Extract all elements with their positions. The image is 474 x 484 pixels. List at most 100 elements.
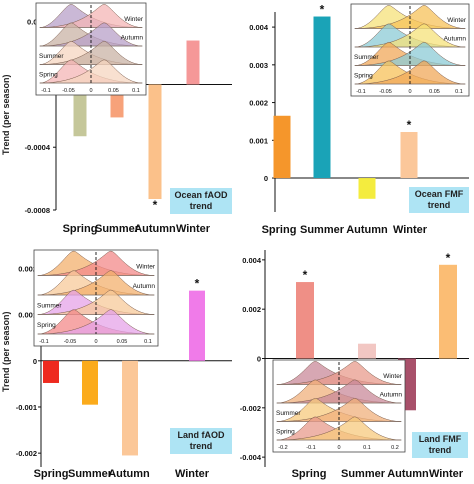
inset-tick-label: -0.2 xyxy=(278,445,287,451)
annotation-line-2: trend xyxy=(189,201,213,211)
y-tick-label: 0 xyxy=(257,355,261,364)
panel-ocean-fmf: 0.004 0.003 0.002 0.001 0 * * Spring Summer Autum… xyxy=(237,0,474,242)
annotation-line-1: Land FMF xyxy=(418,434,462,444)
y-tick-label: 0 xyxy=(33,357,37,366)
annotation-line-1: Land fAOD xyxy=(177,430,225,440)
inset-season-label: Autumn xyxy=(380,392,403,399)
y-tick-label: 0.001 xyxy=(249,136,268,145)
y-tick-label: -0.004 xyxy=(240,453,262,462)
annotation-line-1: Ocean fAOD xyxy=(174,190,228,200)
category-label: Spring xyxy=(63,223,98,235)
bar xyxy=(358,343,376,359)
annotation-line-2: trend xyxy=(428,445,452,455)
category-label: Summer xyxy=(68,468,113,480)
chart-svg: 0.004 0.002 0 -0.002 -0.004 * * Spring Summer Aut… xyxy=(240,250,469,480)
inset-season-label: Autumn xyxy=(444,36,467,43)
bar xyxy=(73,84,87,137)
inset-season-label: Spring xyxy=(37,322,56,329)
bar xyxy=(439,264,457,359)
y-tick-label: 0.001 xyxy=(18,311,37,320)
panel-ocean-faod: 0.00040-0.0004-0.0008*SpringSummerAutumn… xyxy=(0,0,237,242)
inset-density-curve xyxy=(39,22,143,47)
category-label: Spring xyxy=(34,468,69,480)
inset-season-label: Summer xyxy=(37,303,62,310)
significance-star: * xyxy=(407,118,412,132)
y-tick-label: 0.002 xyxy=(249,99,268,108)
y-tick-label: -0.002 xyxy=(240,404,261,413)
inset-ridgeline: Winter Autumn Summer Spring -0.1 -0.05 0 0.05 0.… xyxy=(35,2,147,96)
y-axis-title: Trend (per season) xyxy=(1,74,11,155)
bar xyxy=(400,132,418,179)
y-tick-label: 0.003 xyxy=(249,61,268,70)
inset-season-label: Summer xyxy=(354,54,379,61)
inset-tick-label: 0.2 xyxy=(391,445,399,451)
y-tick-label: -0.001 xyxy=(16,403,37,412)
inset-season-label: Summer xyxy=(276,410,301,417)
bar xyxy=(273,115,291,179)
inset-tick-label: 0.1 xyxy=(363,445,371,451)
inset-ridgeline: Winter Autumn Summer Spring -0.1 -0.05 0 0.05 0.… xyxy=(33,249,159,347)
y-axis-title: Trend (per season) xyxy=(1,311,11,392)
inset-tick-label: -0.05 xyxy=(379,89,392,95)
category-label: Winter xyxy=(176,223,211,235)
inset-tick-label: 0 xyxy=(408,89,411,95)
inset-tick-label: 0 xyxy=(89,88,92,94)
annotation-line-2: trend xyxy=(427,200,451,210)
panel-land-faod: 0.002 0.001 0 -0.001 -0.002 * Spring Summer Autu… xyxy=(0,242,237,484)
bar xyxy=(186,40,200,85)
inset-season-label: Autumn xyxy=(121,35,144,42)
category-label: Winter xyxy=(393,224,428,236)
inset-season-label: Winter xyxy=(136,264,156,271)
category-label: Winter xyxy=(175,468,210,480)
bar xyxy=(82,360,98,405)
inset-season-label: Spring xyxy=(39,72,58,79)
inset-density-curve xyxy=(37,309,155,335)
inset-tick-label: -0.1 xyxy=(39,339,48,345)
category-label: Spring xyxy=(262,224,297,236)
y-tick-label: 0.004 xyxy=(242,256,262,265)
category-label: Summer xyxy=(95,223,140,235)
y-tick-label: -0.0004 xyxy=(25,143,51,152)
inset-tick-label: 0.1 xyxy=(144,339,152,345)
annotation-label: Ocean fAOD trend xyxy=(170,188,232,214)
y-tick-label: 0.002 xyxy=(242,305,261,314)
category-label: Autumn xyxy=(134,223,176,235)
category-label: Winter xyxy=(429,468,464,480)
inset-tick-label: 0.1 xyxy=(132,88,140,94)
inset-tick-label: -0.1 xyxy=(306,445,315,451)
significance-star: * xyxy=(303,268,308,282)
inset-tick-label: 0 xyxy=(337,445,340,451)
inset-tick-label: 0.05 xyxy=(117,339,128,345)
category-label: Summer xyxy=(341,468,386,480)
panel-land-fmf: 0.004 0.002 0 -0.002 -0.004 * * Spring Summer Aut… xyxy=(237,242,474,484)
significance-star: * xyxy=(320,3,325,17)
inset-season-label: Autumn xyxy=(133,283,156,290)
bar xyxy=(148,84,162,200)
category-label: Spring xyxy=(292,468,327,480)
y-tick-label: 0.004 xyxy=(249,23,269,32)
inset-season-label: Summer xyxy=(39,53,64,60)
y-tick-label: -0.0008 xyxy=(25,206,50,215)
category-label: Autumn xyxy=(346,224,388,236)
annotation-label: Land fAOD trend xyxy=(170,428,232,454)
significance-star: * xyxy=(153,198,158,212)
inset-ridgeline: Winter Autumn Summer Spring -0.1 -0.05 0 0.05 0.… xyxy=(350,3,470,97)
bar xyxy=(313,16,331,179)
inset-tick-label: 0.05 xyxy=(108,88,119,94)
inset-season-label: Spring xyxy=(354,73,373,80)
inset-season-label: Spring xyxy=(276,429,295,436)
inset-tick-label: 0.1 xyxy=(455,89,463,95)
annotation-label: Land FMF trend xyxy=(412,432,468,458)
y-tick-label: 0.002 xyxy=(18,264,37,273)
significance-star: * xyxy=(446,251,451,265)
bar xyxy=(358,178,376,199)
inset-tick-label: 0 xyxy=(94,339,97,345)
bar xyxy=(122,360,138,456)
y-tick-label: -0.002 xyxy=(16,449,37,458)
significance-star: * xyxy=(195,277,200,291)
bar xyxy=(43,360,59,383)
category-label: Summer xyxy=(300,224,345,236)
bar xyxy=(296,282,314,359)
